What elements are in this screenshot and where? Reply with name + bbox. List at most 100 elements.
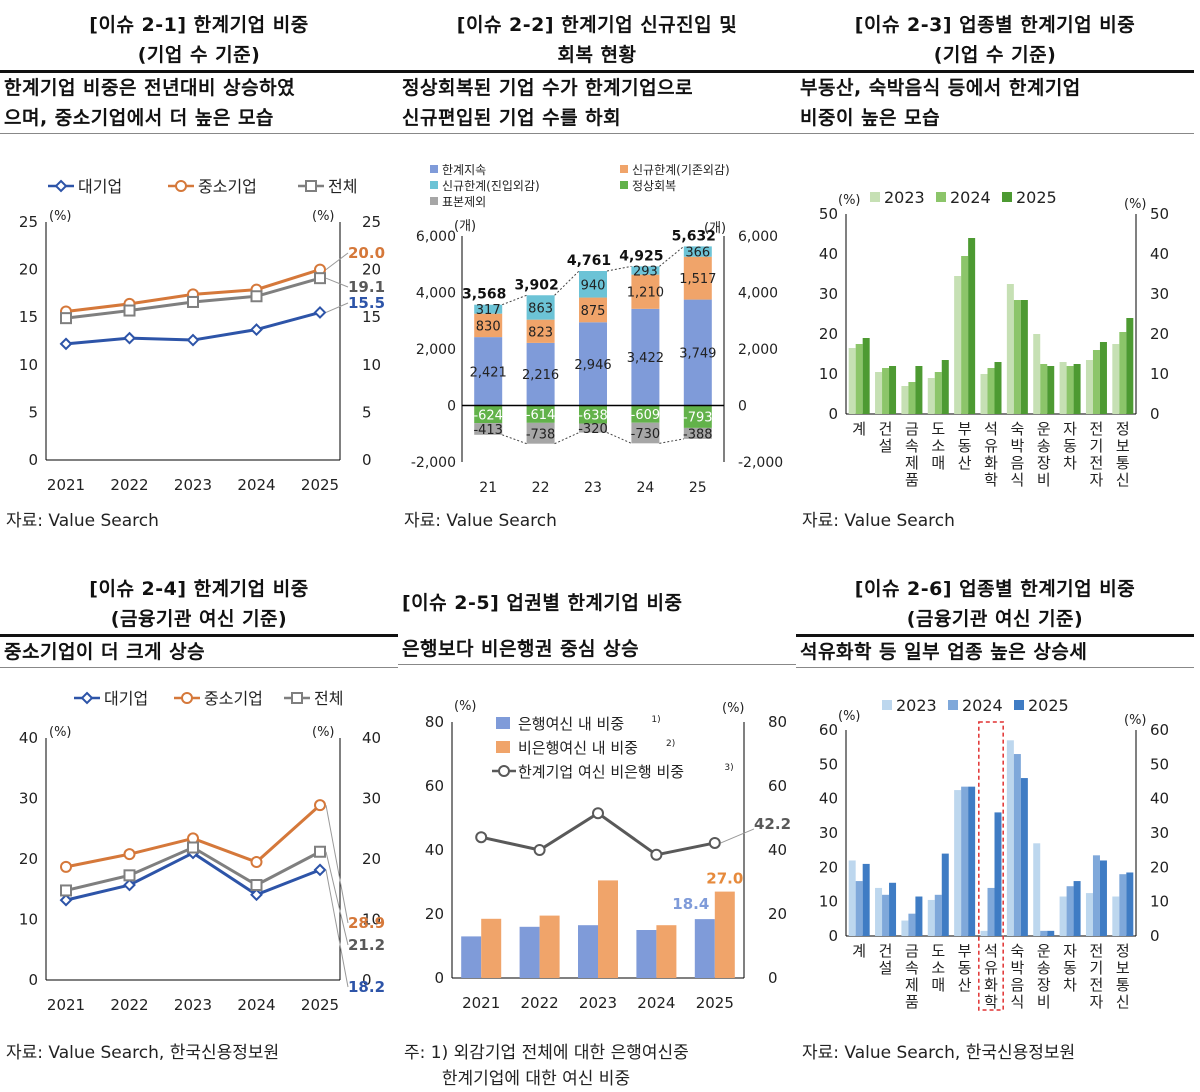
y-tick-label-right: 20 [362,261,381,279]
legend-label: 2023 [884,188,925,207]
bar-data-label: -793 [683,411,713,426]
bar-data-label: 1,210 [627,286,664,301]
x-tick-label: 학 [984,993,998,1011]
y-tick-label-right: 10 [1150,893,1169,911]
x-tick-label: 부 [958,942,972,960]
legend-label: 중소기업 [198,177,257,196]
y-tick-label-left: 30 [819,824,838,842]
data-point [123,878,136,892]
bar-segment [579,271,607,298]
legend-label: 신규한계(기존외감) [632,163,730,177]
y-tick-label-left: 50 [819,205,838,223]
bar-segment [683,246,712,257]
bar [1006,740,1014,936]
y-tick-label-right: 10 [1150,365,1169,383]
x-tick-label: 비 [1037,993,1051,1011]
x-tick-label: 2022 [521,994,559,1012]
legend-marker [54,179,68,193]
panel-subtitle-line2: 신규편입된 기업 수를 하회 [402,107,622,129]
bar-total-label: 4,761 [567,253,611,269]
bar-segment [631,422,660,444]
legend-marker [291,692,303,704]
data-point [187,841,199,854]
bar [862,338,870,414]
legend-label: 신규한계(진입외감) [442,179,540,193]
end-value-label: 20.0 [348,244,385,262]
legend-swatch [882,700,892,710]
end-value-label: 27.0 [706,870,743,888]
legend-label: 2024 [950,188,991,207]
legend-label: 정상회복 [632,179,676,193]
y-tick-label-left: 40 [425,841,444,859]
bar [987,887,995,936]
stacked-bar-chart-2-2: -2,000 -2,000 0 0 2,000 2,000 4,000 4,000 6,000 6… [411,163,783,496]
bar [1092,350,1100,414]
x-tick-label: 박 [1010,437,1024,455]
bar [889,882,897,936]
data-point [59,893,73,907]
panel-subtitle-line1: 정상회복된 기업 수가 한계기업으로 [402,77,694,99]
bar [848,860,856,936]
legend-label: 2025 [1016,188,1057,207]
y-tick-label-right: 6,000 [738,229,778,245]
bar [1006,284,1014,414]
divider [796,634,1194,637]
bar-segment [683,427,712,439]
label-leader [325,277,349,288]
y-unit-left: (%) [838,709,861,724]
y-tick-label-right: 30 [362,790,381,808]
connector-line [502,434,527,445]
x-tick-label: 건 [879,420,893,438]
x-tick-label: 소 [931,959,945,977]
panel-subtitle-line1: 석유화학 등 일부 업종 높은 상승세 [800,641,1088,663]
bar [954,790,962,936]
x-tick-label: 보 [1116,959,1130,977]
x-tick-label: 품 [905,471,919,489]
x-tick-label: 숙 [1010,420,1024,438]
x-tick-label: 2024 [237,476,275,494]
x-tick-label: 신 [1116,993,1130,1011]
y-tick-label-right: 0 [362,451,372,469]
panel-subtitle-line2: 으며, 중소기업에서 더 높은 모습 [4,107,274,129]
legend-swatch [1014,700,1024,710]
x-tick-label: 24 [636,480,654,496]
bar [994,812,1002,936]
x-tick-label: 금 [905,942,919,960]
x-tick-label: 통 [1116,454,1130,472]
bar-data-label: 2,421 [470,365,507,380]
bar-data-label: -320 [578,422,608,437]
y-tick-label-left: 10 [19,356,38,374]
bar-segment [474,313,503,338]
bar-data-label: 2,216 [522,368,559,383]
bar-segment [683,405,712,428]
bar-segment [683,256,712,300]
x-tick-label: 식 [1010,993,1024,1011]
x-tick-label: 소 [931,437,945,455]
label-leader [325,851,349,946]
source-note: 자료: Value Search, 한국신용정보원 [802,1043,1076,1063]
y-tick-label-left: 30 [19,790,38,808]
bar [875,372,883,414]
x-tick-label: 기 [1090,959,1104,977]
x-tick-label: 2025 [301,476,339,494]
divider [0,634,398,637]
x-tick-label: 운 [1037,942,1051,960]
x-tick-label: 화 [984,976,998,994]
footnote-line1: 주: 1) 외감기업 전체에 대한 은행여신중 [404,1043,689,1063]
y-tick-label-left: 5 [28,403,38,421]
bar [987,368,995,414]
x-tick-label: 도 [931,420,945,438]
y-tick-label-right: 2,000 [738,342,778,358]
legend-swatch [948,700,958,710]
bar-data-label: -614 [526,408,556,423]
bar [855,881,863,936]
x-tick-label: 화 [984,454,998,472]
panel-issue-2-1: [이슈 2-1] 한계기업 비중 (기업 수 기준) 한계기업 비중은 전년대비… [0,10,398,531]
panel-subtitle-line1: 중소기업이 더 크게 상승 [4,641,206,663]
y-tick-label-left: 6,000 [416,229,456,245]
x-tick-label: 동 [958,437,972,455]
bar-data-label: -413 [473,423,503,438]
y-tick-label-right: 30 [1150,824,1169,842]
x-tick-label: 매 [931,454,945,472]
y-tick-label-left: 0 [434,969,444,987]
